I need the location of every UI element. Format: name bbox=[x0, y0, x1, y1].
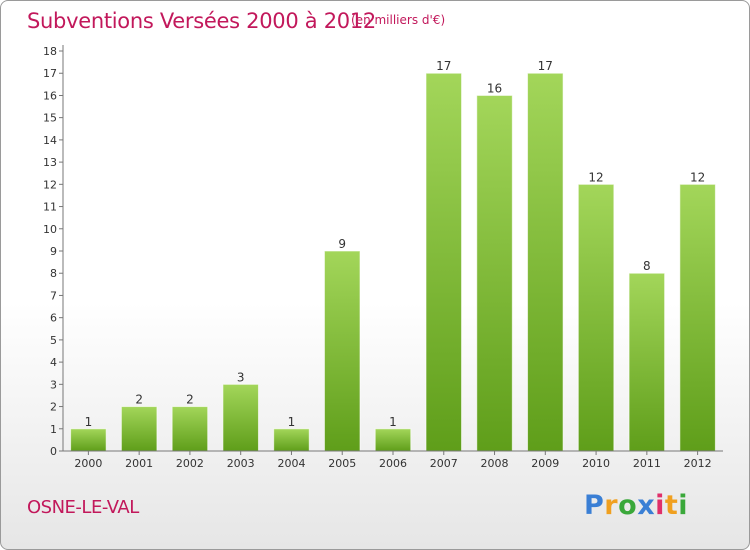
bar bbox=[121, 406, 157, 451]
y-tick-label: 6 bbox=[50, 312, 57, 325]
x-tick-label: 2006 bbox=[379, 457, 407, 470]
y-tick-label: 5 bbox=[50, 334, 57, 347]
bar bbox=[222, 384, 259, 451]
y-tick-label: 1 bbox=[50, 423, 57, 436]
x-tick-label: 2010 bbox=[582, 457, 610, 470]
bar bbox=[172, 406, 208, 451]
logo-letter: i bbox=[678, 490, 689, 521]
bar bbox=[629, 273, 665, 451]
data-label: 8 bbox=[643, 259, 651, 273]
data-label: 17 bbox=[538, 59, 553, 73]
y-tick-label: 16 bbox=[43, 89, 57, 102]
y-tick-label: 10 bbox=[43, 223, 57, 236]
x-tick-label: 2000 bbox=[74, 457, 102, 470]
bar bbox=[426, 73, 462, 451]
logo-letter: o bbox=[618, 490, 638, 521]
y-tick-label: 7 bbox=[50, 289, 57, 302]
y-tick-label: 2 bbox=[50, 401, 57, 414]
y-tick-label: 12 bbox=[43, 178, 57, 191]
commune-name: OSNE-LE-VAL bbox=[27, 497, 139, 518]
y-tick-label: 11 bbox=[43, 201, 57, 214]
logo-letter: x bbox=[637, 490, 656, 521]
bar bbox=[578, 184, 614, 452]
bar bbox=[375, 428, 411, 451]
proxiti-logo[interactable]: Proxiti bbox=[584, 490, 688, 521]
x-tick-label: 2003 bbox=[227, 457, 255, 470]
data-label: 2 bbox=[186, 393, 194, 407]
data-label: 1 bbox=[85, 415, 93, 429]
y-tick-label: 3 bbox=[50, 378, 57, 391]
x-tick-label: 2001 bbox=[125, 457, 153, 470]
y-tick-label: 8 bbox=[50, 267, 57, 280]
chart-subtitle: (en milliers d'€) bbox=[351, 13, 446, 27]
data-label: 12 bbox=[588, 170, 603, 184]
data-label: 3 bbox=[237, 370, 245, 384]
y-tick-label: 4 bbox=[50, 356, 57, 369]
y-tick-label: 0 bbox=[50, 445, 57, 458]
y-tick-label: 14 bbox=[43, 134, 57, 147]
x-tick-label: 2007 bbox=[430, 457, 458, 470]
data-label: 2 bbox=[135, 393, 143, 407]
bar bbox=[324, 251, 360, 451]
bar bbox=[527, 73, 564, 451]
data-label: 9 bbox=[338, 237, 346, 251]
data-label: 1 bbox=[389, 415, 397, 429]
bar bbox=[679, 184, 716, 452]
data-label: 17 bbox=[436, 59, 451, 73]
chart-title: Subventions Versées 2000 à 2012 bbox=[27, 9, 376, 33]
x-tick-label: 2002 bbox=[176, 457, 204, 470]
x-tick-label: 2008 bbox=[481, 457, 509, 470]
data-label: 1 bbox=[288, 415, 296, 429]
data-label: 12 bbox=[690, 170, 705, 184]
x-tick-label: 2004 bbox=[277, 457, 305, 470]
y-tick-label: 15 bbox=[43, 112, 57, 125]
logo-letter: t bbox=[664, 490, 679, 521]
x-tick-label: 2011 bbox=[633, 457, 661, 470]
bar bbox=[273, 428, 310, 451]
logo-letter: r bbox=[604, 490, 619, 521]
x-tick-label: 2012 bbox=[684, 457, 712, 470]
bar bbox=[476, 95, 513, 451]
y-tick-label: 17 bbox=[43, 67, 57, 80]
data-label: 16 bbox=[487, 81, 502, 95]
logo-letter: P bbox=[584, 490, 605, 521]
y-tick-label: 18 bbox=[43, 45, 57, 58]
y-tick-label: 13 bbox=[43, 156, 57, 169]
y-tick-label: 9 bbox=[50, 245, 57, 258]
x-tick-label: 2009 bbox=[531, 457, 559, 470]
logo-letter: i bbox=[655, 490, 665, 521]
x-tick-label: 2005 bbox=[328, 457, 356, 470]
bar bbox=[70, 428, 107, 451]
